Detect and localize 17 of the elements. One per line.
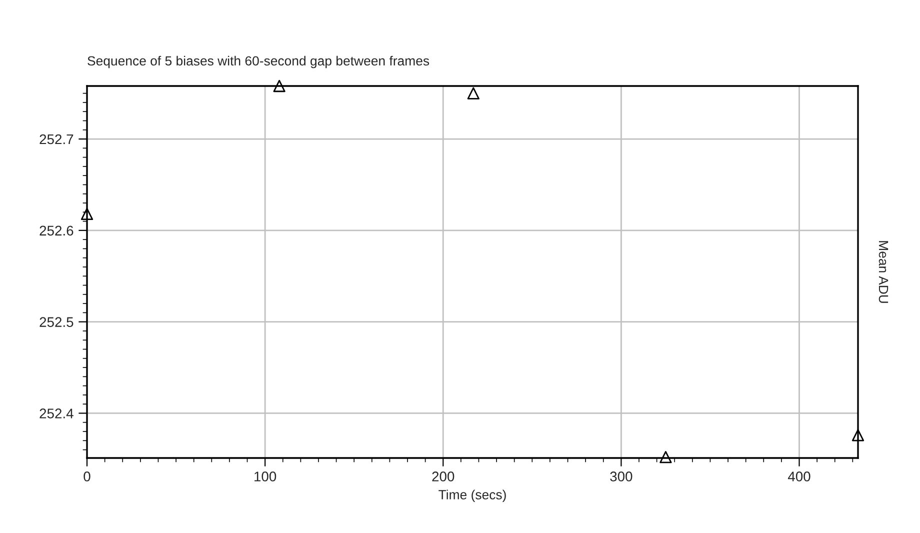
y-tick-label: 252.7 bbox=[40, 134, 74, 144]
x-tick-label: 100 bbox=[254, 472, 276, 482]
x-tick-label: 200 bbox=[432, 472, 454, 482]
point bbox=[273, 80, 286, 92]
x-tick-label: 300 bbox=[610, 472, 632, 482]
chart-title: Sequence of 5 biases with 60-second gap between frames bbox=[88, 56, 430, 68]
point bbox=[467, 87, 480, 100]
y-tick-label: 252.5 bbox=[40, 317, 74, 327]
x-tick-label: 400 bbox=[788, 472, 810, 482]
y-tick-label: 252.6 bbox=[40, 226, 74, 236]
y-tick-label: 252.4 bbox=[40, 408, 74, 418]
x-axis-title: Time (secs) bbox=[438, 490, 506, 502]
point bbox=[80, 208, 94, 220]
y-axis-title: Mean ADU bbox=[878, 241, 888, 303]
x-tick-label: 0 bbox=[84, 472, 90, 482]
point bbox=[660, 451, 672, 464]
point bbox=[852, 429, 864, 442]
